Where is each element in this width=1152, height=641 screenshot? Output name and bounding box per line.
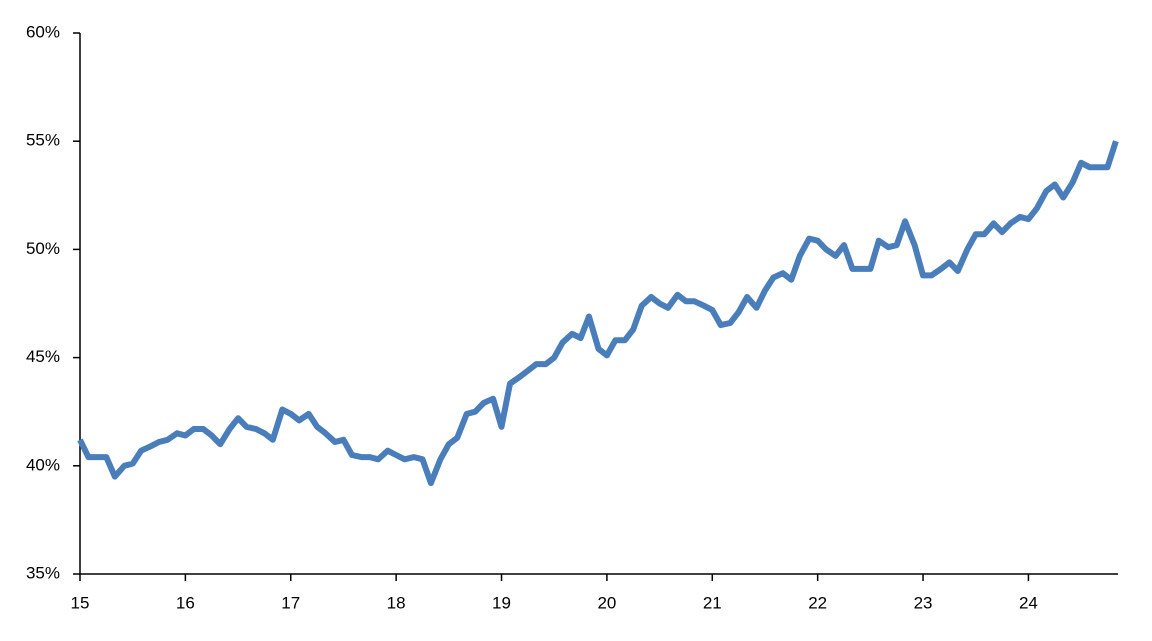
x-tick-label: 16 xyxy=(176,593,195,612)
y-tick-label: 45% xyxy=(26,347,60,366)
line-series xyxy=(77,140,1119,487)
x-tick-label: 24 xyxy=(1019,593,1038,612)
y-tick-label: 55% xyxy=(26,131,60,150)
x-tick-label: 15 xyxy=(71,593,90,612)
x-tick-label: 21 xyxy=(703,593,722,612)
x-tick-label: 17 xyxy=(281,593,300,612)
y-tick-label: 35% xyxy=(26,563,60,582)
y-tick-label: 60% xyxy=(26,22,60,41)
x-tick-label: 23 xyxy=(914,593,933,612)
x-tick-label: 20 xyxy=(597,593,616,612)
x-tick-label: 22 xyxy=(808,593,827,612)
x-tick-label: 19 xyxy=(492,593,511,612)
x-tick-label: 18 xyxy=(387,593,406,612)
y-tick-label: 50% xyxy=(26,239,60,258)
y-tick-label: 40% xyxy=(26,455,60,474)
